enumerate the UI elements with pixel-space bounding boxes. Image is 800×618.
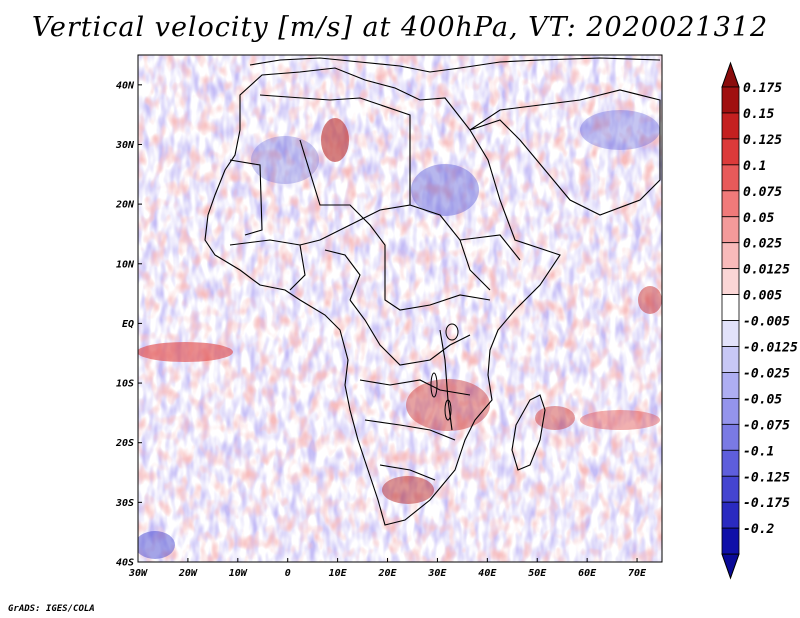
colorbar-swatch [721,164,740,192]
colorbar-bottom-arrow [721,553,740,580]
lon-tick-label: 50E [528,568,547,579]
colorbar-top-arrow [721,61,740,88]
colorbar-swatch [721,527,740,555]
colorbar-swatch [721,294,740,321]
lon-tick-label: 40E [478,568,497,579]
colorbar-swatch [721,242,740,270]
colorbar-label: -0.2 [743,522,774,537]
lat-tick-label: 10S [116,379,134,390]
lat-tick-label: 20N [115,200,135,211]
blue-patch-sw [138,531,175,559]
madagascar-outline [511,394,546,471]
colorbar-label: 0.15 [743,107,774,122]
colorbar-swatch [721,216,740,244]
colorbar-swatch [721,423,740,451]
latitude-axis: 40N 30N 20N 10N EQ 10S 20S 30S 40S [115,80,142,569]
red-patch-indian-ocean [580,410,660,430]
colorbar-swatch [721,86,740,114]
lon-tick-label: 30E [427,568,447,579]
lat-tick-label: 40N [116,80,135,91]
lat-tick-label: EQ [122,319,134,330]
lat-tick-label: 30S [115,498,134,509]
lon-tick-label: 20E [377,568,397,579]
lon-tick-label: 70E [628,568,647,579]
blue-patch-algeria [251,136,319,184]
lon-tick-label: 10W [229,568,248,579]
lakes [430,323,459,421]
lon-tick-label: 20W [178,568,198,579]
blue-patch-sudan [411,164,479,216]
red-patch-madagascar [535,406,575,430]
red-patch-atlantic [138,342,233,362]
map-frame [137,54,663,563]
colorbar-label: 0.125 [743,133,782,148]
red-patch-south-africa [406,379,490,431]
colorbar-swatch [721,268,740,295]
colorbar-label: 0.0125 [743,263,790,278]
colorbar-label: 0.005 [743,289,782,304]
blue-patch-arabia [580,110,660,150]
red-patch-southern-tip [382,476,434,504]
colorbar-swatch [721,138,740,166]
colorbar-label: -0.1 [743,444,774,459]
longitude-axis: 30W 20W 10W 0 10E 20E 30E 40E 50E 60E 70E [128,558,647,579]
colorbar-swatch [721,449,740,477]
colorbar-swatch [721,320,740,347]
lon-tick-label: 30W [128,568,148,579]
lat-tick-label: 10N [116,259,135,270]
grads-credit: GrADS: IGES/COLA [8,604,95,614]
colorbar-label: -0.125 [743,470,790,485]
colorbar-swatch [721,475,740,503]
colorbar-label: -0.025 [743,366,790,381]
colorbar-label: -0.05 [743,392,782,407]
colorbar: 0.175 0.15 0.125 0.1 0.075 0.05 0.025 0.0125 0.0… [721,61,798,580]
red-patch-east [638,286,662,314]
colorbar-swatch [721,372,740,399]
colorbar-label: 0.025 [743,237,782,252]
colorbar-label: -0.075 [743,418,790,433]
plot-title: Vertical velocity [m/s] at 400hPa, VT: 2… [31,12,769,43]
colorbar-label: 0.175 [743,81,782,96]
lat-tick-label: 20S [115,438,134,449]
colorbar-swatch [721,397,740,425]
lon-tick-label: 60E [578,568,597,579]
lon-tick-label: 0 [285,568,291,579]
lat-tick-label: 30N [115,140,135,151]
colorbar-label: -0.175 [743,496,790,511]
colorbar-label: 0.075 [743,185,782,200]
colorbar-label: -0.005 [743,315,790,330]
colorbar-label: 0.05 [743,211,774,226]
colorbar-swatch [721,501,740,529]
red-patch-sahara [321,118,349,162]
colorbar-label: -0.0125 [743,341,798,356]
colorbar-label: 0.1 [743,159,766,174]
lon-tick-label: 10E [329,568,348,579]
arabia-outline [469,89,661,216]
lat-tick-label: 40S [116,558,134,569]
velocity-field [138,55,662,562]
colorbar-swatch [721,112,740,140]
coastlines [204,57,661,526]
colorbar-swatch [721,346,740,373]
colorbar-swatch [721,190,740,218]
